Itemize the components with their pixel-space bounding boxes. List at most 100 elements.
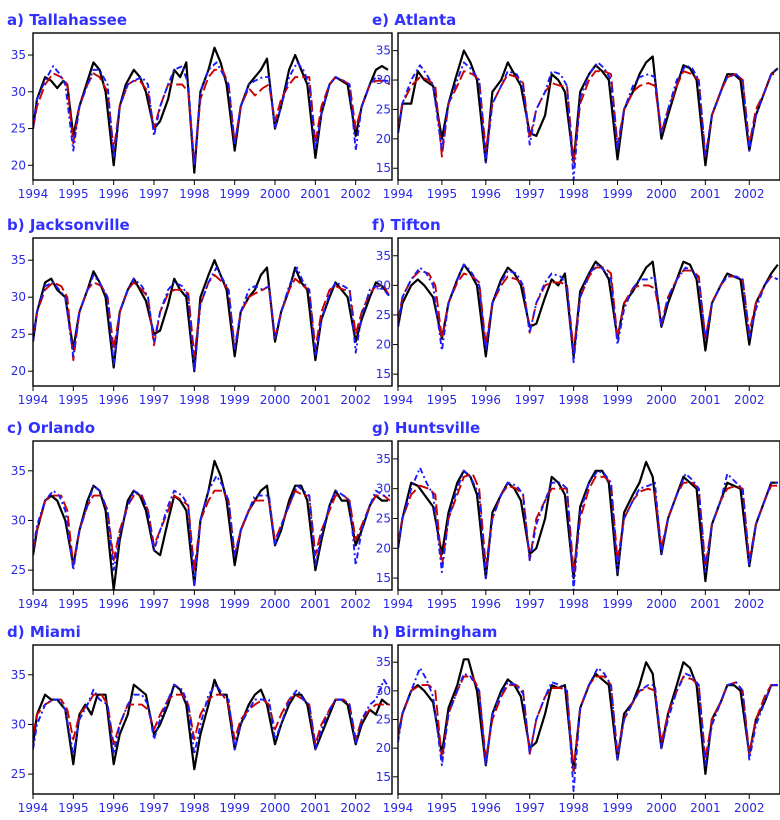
y-tick-label: 25	[11, 767, 26, 781]
series-line-longdash	[33, 274, 391, 362]
x-tick-label: 2000	[260, 801, 291, 815]
panel-3: d) Miami 1994 1995 1996 1997 1998 1999 2000 2001…	[7, 623, 393, 815]
panel-title: d) Miami	[7, 623, 81, 641]
plot-frame	[397, 32, 780, 181]
x-tick-label: 2002	[340, 393, 371, 407]
series-line-longdash	[33, 68, 391, 167]
panel-title: e) Atlanta	[372, 11, 456, 29]
series-line-solid	[398, 49, 779, 167]
plot-frame	[397, 440, 780, 591]
x-tick-label: 1999	[602, 597, 633, 611]
y-tick-label: 20	[376, 741, 391, 755]
series-line-solid	[33, 459, 388, 590]
x-tick-label: 1994	[18, 801, 49, 815]
x-tick-label: 1999	[219, 393, 250, 407]
plot-frame	[397, 237, 780, 387]
y-tick-label: 25	[376, 713, 391, 727]
x-tick-label: 2002	[734, 187, 765, 201]
x-tick-label: 2002	[734, 393, 765, 407]
panel-4: e) Atlanta 1994 1995 1996 1997 1998 1999 2000 20…	[372, 11, 780, 201]
y-tick-label: 35	[11, 668, 26, 682]
x-tick-label: 1994	[18, 597, 49, 611]
x-tick-label: 1998	[558, 597, 589, 611]
x-tick-label: 1995	[427, 801, 458, 815]
x-tick-label: 1996	[98, 187, 129, 201]
x-tick-label: 2000	[646, 597, 677, 611]
x-tick-label: 1997	[514, 187, 545, 201]
y-tick-label: 35	[11, 464, 26, 478]
x-tick-label: 1998	[179, 801, 210, 815]
x-tick-label: 1999	[602, 187, 633, 201]
y-tick-label: 20	[11, 158, 26, 172]
plot-frame	[32, 32, 393, 181]
y-tick-label: 30	[11, 290, 26, 304]
x-tick-label: 1998	[558, 187, 589, 201]
x-tick-label: 1999	[219, 187, 250, 201]
panel-7: h) Birmingham 1994 1995 1996 1997 1998 1999 200…	[372, 623, 780, 815]
x-tick-label: 1995	[58, 187, 89, 201]
series-line-longdash	[398, 266, 779, 352]
x-tick-label: 2002	[340, 801, 371, 815]
x-tick-label: 2000	[260, 393, 291, 407]
x-tick-label: 1998	[558, 801, 589, 815]
y-tick-label: 30	[376, 684, 391, 698]
series-line-dashdot	[33, 61, 390, 167]
x-tick-label: 1994	[18, 187, 49, 201]
x-tick-label: 2000	[646, 187, 677, 201]
x-tick-label: 1999	[219, 597, 250, 611]
x-tick-label: 2000	[646, 801, 677, 815]
y-tick-label: 25	[376, 102, 391, 116]
y-tick-label: 35	[376, 249, 391, 263]
panel-title: f) Tifton	[372, 216, 441, 234]
x-tick-label: 1995	[58, 393, 89, 407]
x-tick-label: 2000	[260, 597, 291, 611]
series-line-solid	[398, 658, 778, 776]
x-tick-label: 1996	[471, 187, 502, 201]
y-tick-label: 25	[11, 563, 26, 577]
y-tick-label: 20	[376, 132, 391, 146]
y-tick-label: 30	[376, 73, 391, 87]
series-line-longdash	[398, 70, 778, 164]
x-tick-label: 1995	[58, 597, 89, 611]
x-tick-label: 2002	[734, 801, 765, 815]
y-tick-label: 30	[11, 513, 26, 527]
x-tick-label: 1994	[383, 801, 414, 815]
series-line-dashdot	[33, 678, 391, 756]
y-tick-label: 20	[376, 541, 391, 555]
x-tick-label: 1995	[427, 597, 458, 611]
y-tick-label: 25	[376, 511, 391, 525]
series-line-longdash	[33, 489, 391, 572]
x-tick-label: 1999	[219, 801, 250, 815]
x-tick-label: 1996	[98, 393, 129, 407]
y-tick-label: 30	[376, 278, 391, 292]
panel-6: g) Huntsville 1994 1995 1996 1997 1998 1999 200…	[372, 419, 780, 611]
series-line-solid	[33, 259, 389, 373]
x-tick-label: 1998	[179, 393, 210, 407]
x-tick-label: 2002	[340, 597, 371, 611]
y-tick-label: 30	[376, 482, 391, 496]
y-tick-label: 20	[376, 338, 391, 352]
x-tick-label: 1996	[98, 801, 129, 815]
x-tick-label: 2001	[300, 801, 331, 815]
plot-frame	[397, 644, 780, 795]
series-line-longdash	[33, 693, 390, 746]
x-tick-label: 1994	[18, 393, 49, 407]
plot-frame	[32, 440, 393, 591]
x-tick-label: 1995	[427, 393, 458, 407]
x-tick-label: 1998	[179, 187, 210, 201]
panel-title: a) Tallahassee	[7, 11, 127, 29]
x-tick-label: 2001	[300, 597, 331, 611]
series-line-solid	[398, 460, 778, 583]
y-tick-label: 35	[376, 44, 391, 58]
series-line-dashdot	[398, 466, 778, 590]
x-tick-label: 1997	[514, 393, 545, 407]
x-tick-label: 2001	[690, 187, 721, 201]
x-tick-label: 1998	[558, 393, 589, 407]
y-tick-label: 15	[376, 571, 391, 585]
y-tick-label: 35	[376, 452, 391, 466]
x-tick-label: 1996	[98, 597, 129, 611]
panel-2: c) Orlando 1994 1995 1996 1997 1998 1999 2000 20…	[7, 419, 393, 611]
series-line-dashdot	[398, 666, 778, 793]
x-tick-label: 1997	[139, 393, 170, 407]
